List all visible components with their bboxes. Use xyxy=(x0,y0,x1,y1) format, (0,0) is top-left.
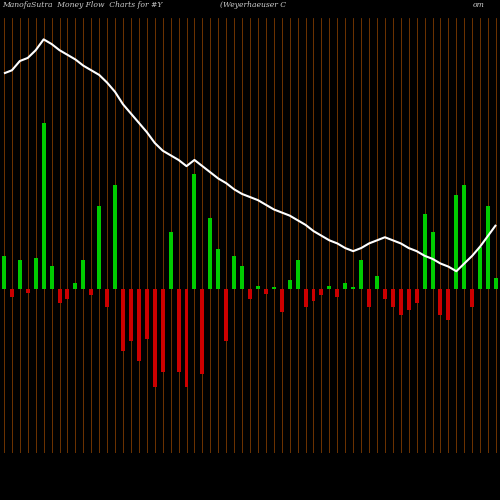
Bar xyxy=(168,232,172,289)
Bar xyxy=(367,289,371,308)
Bar xyxy=(414,289,418,304)
Bar xyxy=(256,286,260,289)
Bar xyxy=(359,260,363,289)
Bar xyxy=(351,286,355,289)
Bar xyxy=(406,289,410,310)
Bar xyxy=(145,289,149,339)
Bar xyxy=(129,289,133,341)
Bar xyxy=(105,289,109,308)
Bar xyxy=(344,282,347,289)
Bar xyxy=(113,185,117,289)
Text: (Weyerhaeuser C: (Weyerhaeuser C xyxy=(220,1,286,9)
Bar xyxy=(160,289,164,372)
Bar xyxy=(2,256,6,289)
Bar xyxy=(320,289,324,295)
Bar xyxy=(391,289,395,308)
Bar xyxy=(248,289,252,299)
Bar xyxy=(383,289,387,299)
Bar xyxy=(82,260,86,289)
Bar xyxy=(121,289,125,351)
Bar xyxy=(200,289,204,374)
Bar xyxy=(240,266,244,289)
Bar xyxy=(296,260,300,289)
Bar xyxy=(58,289,62,304)
Bar xyxy=(192,174,196,289)
Bar xyxy=(272,286,276,289)
Bar xyxy=(74,282,78,289)
Bar xyxy=(66,289,70,299)
Bar xyxy=(280,289,283,312)
Bar xyxy=(34,258,38,289)
Bar xyxy=(312,288,316,301)
Bar xyxy=(137,289,141,362)
Bar xyxy=(264,289,268,294)
Bar xyxy=(438,289,442,314)
Bar xyxy=(328,286,332,289)
Bar xyxy=(470,289,474,308)
Bar xyxy=(454,195,458,289)
Bar xyxy=(288,280,292,289)
Bar xyxy=(422,214,426,289)
Bar xyxy=(50,266,54,289)
Bar xyxy=(10,289,14,297)
Bar xyxy=(153,289,156,388)
Bar xyxy=(18,260,22,289)
Bar xyxy=(462,185,466,289)
Bar xyxy=(494,278,498,289)
Text: om: om xyxy=(472,1,484,9)
Bar xyxy=(42,122,46,289)
Bar xyxy=(184,289,188,388)
Bar xyxy=(478,247,482,289)
Bar xyxy=(176,289,180,372)
Bar xyxy=(232,256,236,289)
Bar xyxy=(97,206,101,289)
Text: ManofaSutra  Money Flow  Charts for #Y: ManofaSutra Money Flow Charts for #Y xyxy=(2,1,163,9)
Bar xyxy=(216,250,220,289)
Bar xyxy=(336,289,340,297)
Bar xyxy=(399,289,403,314)
Bar xyxy=(486,206,490,289)
Bar xyxy=(375,276,379,289)
Bar xyxy=(208,218,212,289)
Bar xyxy=(90,289,94,295)
Bar xyxy=(224,289,228,341)
Bar xyxy=(446,289,450,320)
Bar xyxy=(26,289,30,293)
Bar xyxy=(304,289,308,308)
Bar xyxy=(430,232,434,289)
